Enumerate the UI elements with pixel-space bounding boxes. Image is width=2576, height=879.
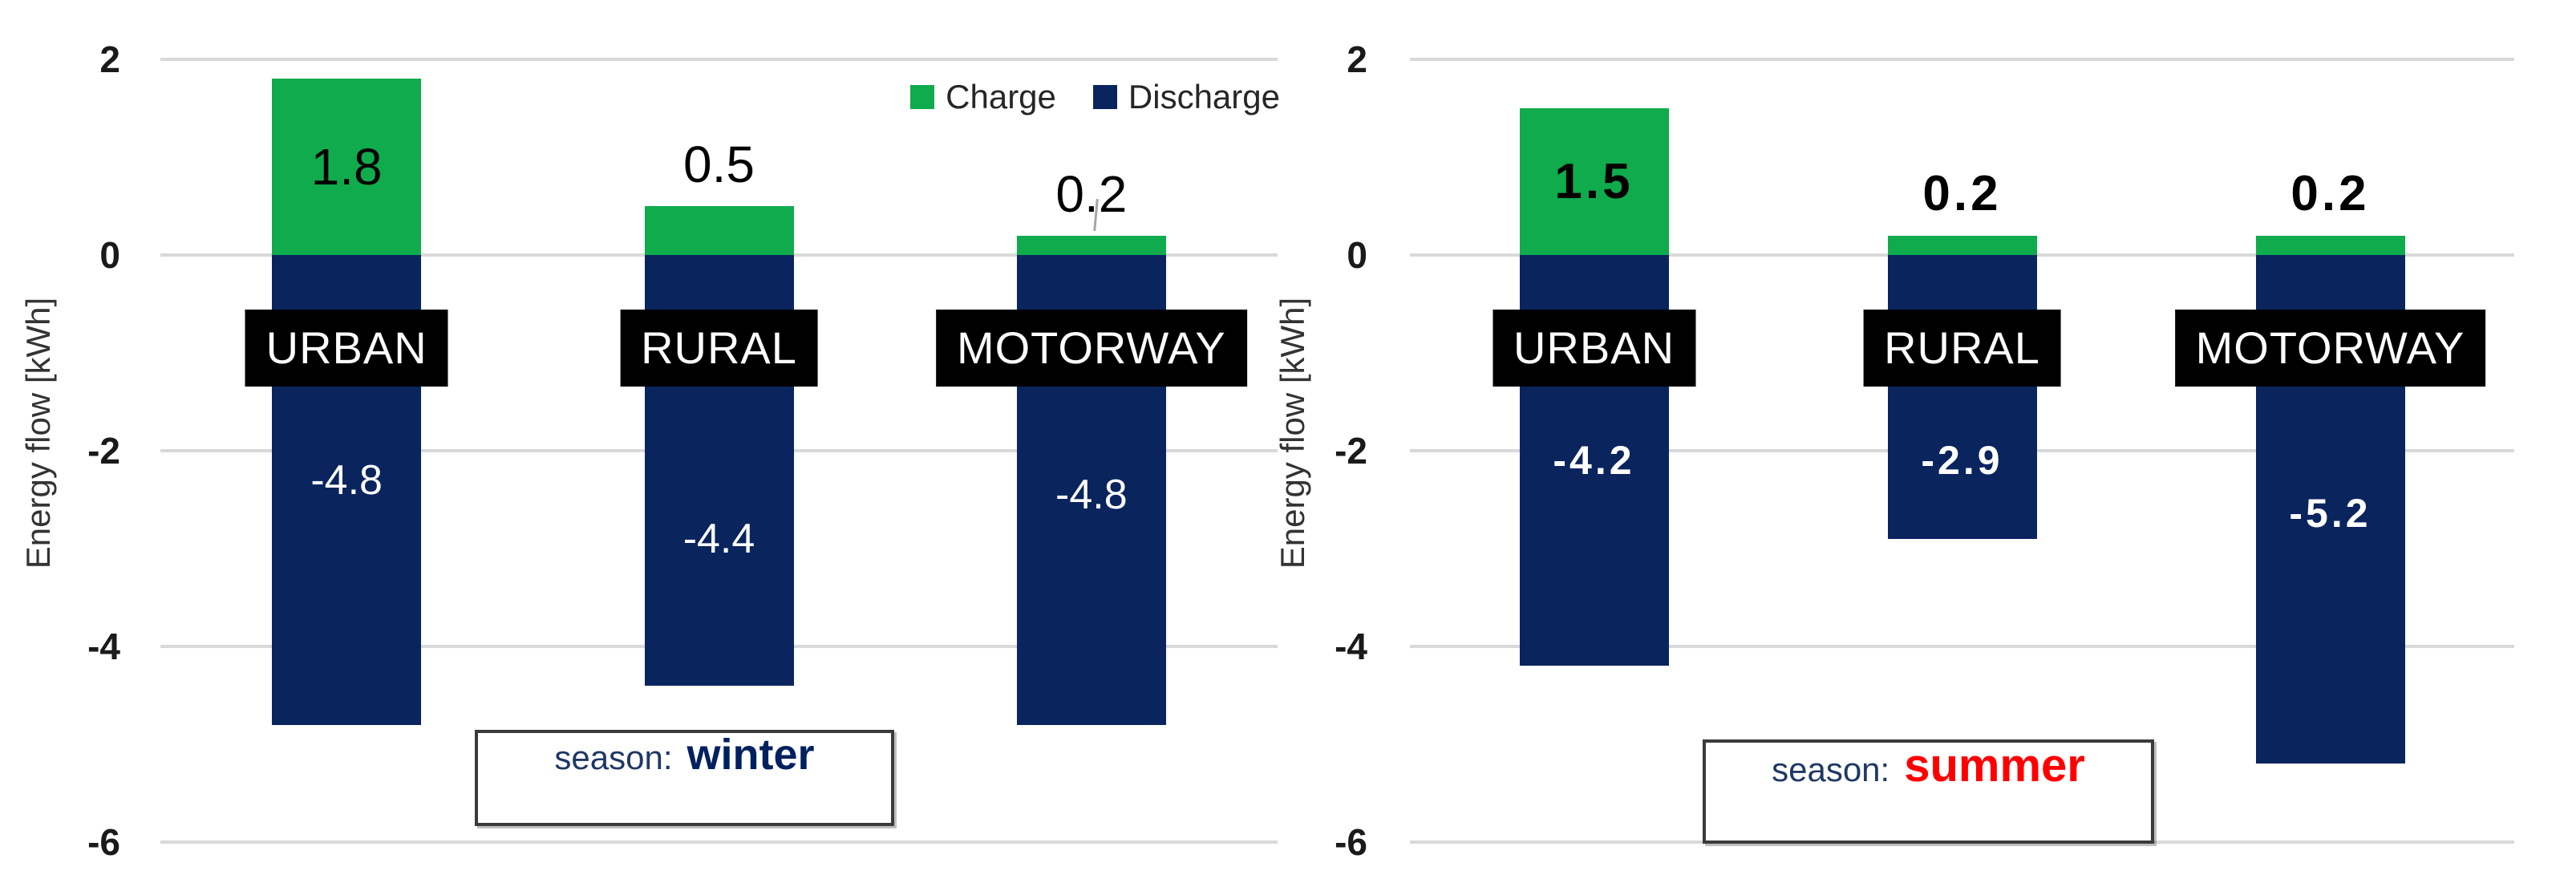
y-tick-label: 0	[99, 234, 120, 276]
y-tick-label: 2	[1347, 38, 1367, 80]
season-prefix-label: season:	[554, 739, 673, 776]
charge-bar-motorway	[1016, 235, 1166, 255]
category-label-rural: RURAL	[1863, 310, 2061, 387]
category-label-rural: RURAL	[620, 310, 818, 387]
discharge-value-label-rural: -2.9	[1921, 438, 2003, 484]
legend: Charge Discharge	[910, 80, 1280, 114]
charge-value-label-rural: 0.5	[683, 136, 755, 193]
legend-item-charge: Charge	[910, 80, 1056, 114]
charge-value-label-urban: 1.8	[310, 138, 383, 196]
charge-value-label-urban: 1.5	[1554, 153, 1634, 209]
y-tick-label: 2	[99, 38, 120, 80]
discharge-value-label-motorway: -4.8	[1055, 471, 1128, 518]
season-box-winter: season: winter	[475, 730, 894, 826]
discharge-value-label-rural: -4.4	[682, 515, 755, 562]
charge-bar-rural	[1887, 235, 2037, 255]
season-value-summer: summer	[1904, 739, 2085, 792]
season-box-summer: season: summer	[1703, 739, 2154, 844]
charge-value-label-motorway: 0.2	[2290, 165, 2370, 221]
charge-swatch-icon	[910, 85, 935, 109]
season-value-winter: winter	[687, 731, 815, 779]
discharge-value-label-urban: -4.2	[1553, 438, 1635, 484]
y-tick-label: -2	[1335, 430, 1367, 472]
y-tick-label: -4	[1335, 626, 1367, 667]
gridline--4	[1410, 645, 2514, 648]
y-tick-label: -6	[87, 821, 120, 863]
discharge-value-label-urban: -4.8	[310, 456, 383, 504]
discharge-value-label-motorway: -5.2	[2289, 491, 2371, 537]
legend-label-charge: Charge	[946, 78, 1056, 115]
charge-value-label-rural: 0.2	[1922, 165, 2002, 221]
discharge-bar-rural	[1887, 255, 2037, 539]
y-tick-label: -6	[1335, 821, 1367, 863]
season-prefix-label: season:	[1772, 751, 1890, 788]
charge-bar-urban	[272, 79, 422, 255]
category-label-motorway: MOTORWAY	[2174, 310, 2486, 387]
y-tick-label: -2	[87, 430, 120, 472]
charge-bar-rural	[644, 206, 794, 255]
y-tick-label: 0	[1347, 234, 1367, 276]
legend-item-discharge: Discharge	[1092, 78, 1280, 115]
charge-value-label-motorway: 0.2	[1055, 164, 1128, 223]
gridline--6	[160, 841, 1278, 844]
gridline-2	[1410, 58, 2514, 61]
category-label-urban: URBAN	[245, 310, 448, 387]
category-label-motorway: MOTORWAY	[935, 310, 1247, 387]
discharge-swatch-icon	[1092, 85, 1117, 109]
charge-bar-motorway	[2255, 235, 2405, 255]
legend-label-discharge: Discharge	[1128, 78, 1280, 115]
charge-bar-urban	[1519, 108, 1669, 255]
category-label-urban: URBAN	[1492, 310, 1696, 387]
y-tick-label: -4	[87, 626, 120, 667]
gridline-2	[160, 58, 1278, 61]
